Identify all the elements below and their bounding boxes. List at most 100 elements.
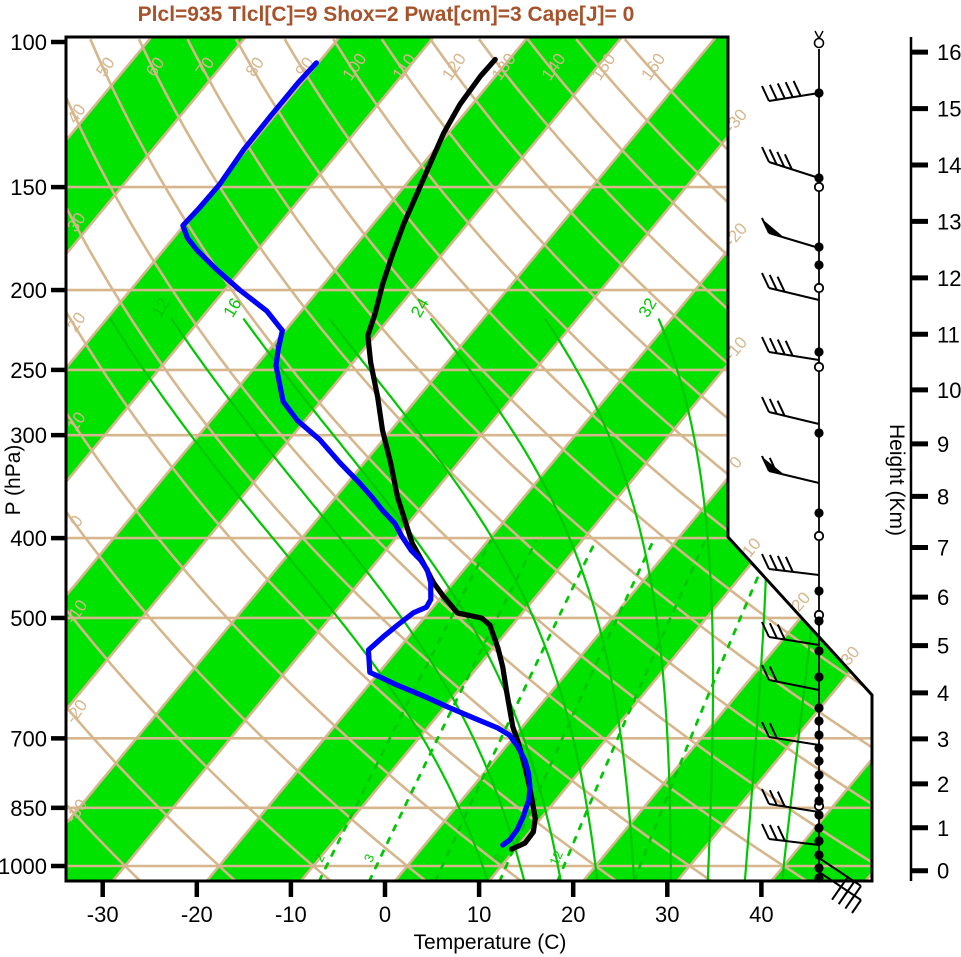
dry-adiabat-line xyxy=(89,38,872,881)
temperature-tick-label: 40 xyxy=(749,902,773,927)
temperature-axis: -30 -20 -10 0 10 20 30 40 xyxy=(87,882,774,927)
dry-adiabat-line xyxy=(186,38,872,881)
plot-border xyxy=(64,35,874,883)
dry-adiabat-label: 50 xyxy=(92,54,118,80)
wind-data-dot xyxy=(814,616,824,626)
wind-data-dot xyxy=(814,743,824,753)
mixing-ratio-label: 12 xyxy=(546,848,566,867)
wind-data-dot xyxy=(814,347,824,357)
wind-barb xyxy=(761,823,820,846)
pressure-axis-title: P (hPa) xyxy=(2,444,25,516)
wind-data-dot xyxy=(814,863,824,873)
dewpoint-curve xyxy=(180,60,533,848)
moist-adiabat-label: 24 xyxy=(407,295,433,321)
isotherm-line xyxy=(754,37,872,881)
wind-data-dot xyxy=(814,730,824,740)
dry-adiabat-line xyxy=(66,38,809,881)
dry-adiabat-line xyxy=(66,38,238,881)
height-tick-label: 16 xyxy=(937,40,961,65)
height-tick-label: 7 xyxy=(937,535,949,560)
height-tick-label: 10 xyxy=(937,378,961,403)
moist-adiabat-line xyxy=(328,317,599,881)
wind-barb xyxy=(818,871,862,914)
height-tick-label: 14 xyxy=(937,153,961,178)
isotherm-label: -20 xyxy=(721,219,751,250)
isotherm-line xyxy=(66,37,543,881)
pressure-tick-label: 500 xyxy=(10,606,47,631)
wind-data-dot xyxy=(814,850,824,860)
isotherm-line xyxy=(66,37,449,881)
height-tick-label: 5 xyxy=(937,634,949,659)
moist-adiabat-line xyxy=(170,317,527,881)
wind-barb xyxy=(761,721,820,746)
pressure-tick-label: 850 xyxy=(10,796,47,821)
wind-data-dot xyxy=(814,646,824,656)
isotherm-band xyxy=(66,37,636,881)
wind-barb xyxy=(761,553,820,576)
dry-adiabat-line xyxy=(66,38,333,881)
wind-data-dot xyxy=(814,873,824,883)
dry-adiabat-line xyxy=(575,38,872,881)
dry-adiabat-line xyxy=(526,38,872,881)
wind-open-circle xyxy=(813,530,825,542)
isotherm-line xyxy=(284,37,872,881)
moist-adiabat-line xyxy=(109,317,490,881)
chart-title: Plcl=935 Tlcl[C]=9 Shox=2 Pwat[cm]=3 Cap… xyxy=(137,3,635,26)
height-tick-label: 15 xyxy=(937,97,961,122)
height-tick-label: 8 xyxy=(937,484,949,509)
temperature-tick-label: -30 xyxy=(87,902,119,927)
mixing-ratio-label: 3 xyxy=(361,852,378,865)
mixing-ratio-lines xyxy=(317,539,775,881)
dry-adiabat-line xyxy=(477,38,872,881)
isotherm-line xyxy=(95,37,826,881)
isotherm-line xyxy=(66,37,261,881)
wind-open-circle xyxy=(813,181,825,193)
dry-adiabat-line xyxy=(332,38,872,881)
wind-barb xyxy=(761,146,820,179)
wind-barb xyxy=(761,217,820,249)
height-tick-label: 0 xyxy=(937,859,949,884)
dry-adiabat-line xyxy=(234,38,872,881)
wind-data-dot xyxy=(814,703,824,713)
wind-data-dot xyxy=(814,260,824,270)
pressure-axis: 100 150 200 250 300 400 500 700 850 1000 xyxy=(0,30,65,879)
pressure-tick-label: 700 xyxy=(10,726,47,751)
wind-data-dot xyxy=(814,796,824,806)
wind-data-dot xyxy=(814,428,824,438)
mixing-ratio-line xyxy=(434,539,597,881)
wind-data-dot xyxy=(814,836,824,846)
moist-adiabat-label: 16 xyxy=(220,295,246,321)
wind-data-dot xyxy=(814,756,824,766)
dry-adiabat-line xyxy=(66,38,523,881)
isotherm-line xyxy=(660,37,872,881)
wind-barb xyxy=(761,455,820,484)
temperature-tick-label: 0 xyxy=(379,902,391,927)
height-tick-label: 11 xyxy=(937,322,960,347)
height-tick-label: 6 xyxy=(937,585,949,610)
height-tick-label: 9 xyxy=(937,432,949,457)
isotherm-line xyxy=(66,37,732,881)
wind-barb xyxy=(761,272,820,301)
wind-data-dot xyxy=(814,508,824,518)
height-tick-label: 1 xyxy=(937,816,949,841)
temperature-axis-title: Temperature (C) xyxy=(413,931,567,954)
pressure-tick-label: 100 xyxy=(10,30,47,55)
height-tick-label: 4 xyxy=(937,681,949,706)
isotherm-line xyxy=(66,37,637,881)
moist-adiabats xyxy=(109,317,840,881)
dry-adiabat-label: 160 xyxy=(637,50,669,84)
pressure-tick-label: 1000 xyxy=(0,854,47,879)
temperature-tick-label: -10 xyxy=(275,902,307,927)
pressure-tick-label: 300 xyxy=(10,423,47,448)
dewpoint-profile-line xyxy=(180,60,533,848)
wind-open-circle xyxy=(813,282,825,294)
height-axis-title: Height (Km) xyxy=(885,423,908,537)
height-tick-label: 13 xyxy=(937,209,961,234)
height-tick-label: 12 xyxy=(937,266,961,291)
wind-barb xyxy=(761,664,820,691)
temperature-tick-label: 10 xyxy=(467,902,491,927)
wind-data-dot xyxy=(814,672,824,682)
isotherm-line xyxy=(566,37,872,881)
